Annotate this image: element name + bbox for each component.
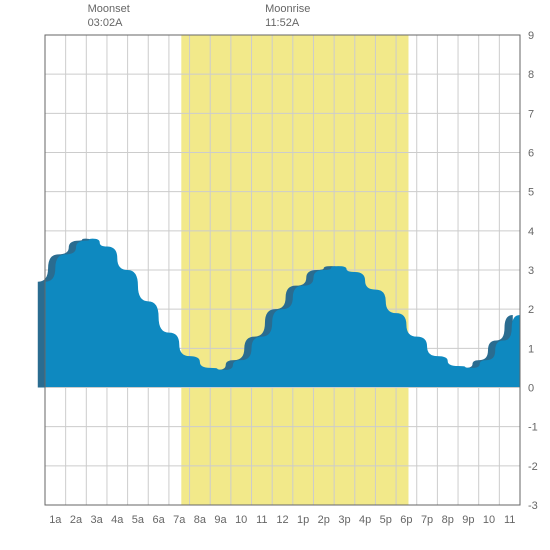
x-tick-label: 12: [276, 514, 288, 526]
y-tick-label: 5: [528, 187, 534, 199]
y-tick-label: 8: [528, 69, 534, 81]
moonset-time: 03:02A: [88, 16, 130, 30]
moonrise-label: Moonrise 11:52A: [265, 2, 310, 31]
x-tick-label: 4a: [111, 514, 124, 526]
moonset-title: Moonset: [88, 2, 130, 16]
x-tick-label: 2p: [318, 514, 330, 526]
chart-svg: -3-2-101234567891a2a3a4a5a6a7a8a9a101112…: [0, 0, 550, 550]
x-tick-label: 6a: [152, 514, 165, 526]
x-tick-label: 6p: [400, 514, 412, 526]
y-tick-label: 0: [528, 383, 534, 395]
x-tick-label: 10: [235, 514, 247, 526]
x-tick-label: 1p: [297, 514, 309, 526]
x-tick-label: 3a: [91, 514, 104, 526]
x-tick-label: 11: [504, 514, 515, 526]
x-tick-label: 5p: [380, 514, 392, 526]
y-tick-label: 7: [528, 108, 534, 120]
y-tick-label: 9: [528, 30, 534, 42]
x-tick-label: 7p: [421, 514, 433, 526]
x-tick-label: 5a: [132, 514, 145, 526]
x-tick-label: 1a: [49, 514, 62, 526]
moonrise-time: 11:52A: [265, 16, 310, 30]
y-tick-label: 1: [528, 343, 534, 355]
y-tick-label: -2: [528, 461, 538, 473]
y-tick-label: 4: [528, 226, 534, 238]
x-tick-label: 8a: [194, 514, 207, 526]
tide-chart: Moonset 03:02A Moonrise 11:52A -3-2-1012…: [0, 0, 550, 550]
y-tick-label: 3: [528, 265, 534, 277]
x-tick-label: 4p: [359, 514, 371, 526]
y-tick-label: 2: [528, 304, 534, 316]
x-tick-label: 8p: [442, 514, 454, 526]
x-tick-label: 7a: [173, 514, 186, 526]
y-tick-label: 6: [528, 148, 534, 160]
y-tick-label: -3: [528, 500, 538, 512]
x-tick-label: 9a: [214, 514, 227, 526]
x-tick-label: 9p: [462, 514, 474, 526]
y-tick-label: -1: [528, 422, 538, 434]
x-tick-label: 2a: [70, 514, 83, 526]
x-tick-label: 10: [483, 514, 495, 526]
moonset-label: Moonset 03:02A: [88, 2, 130, 31]
moonrise-title: Moonrise: [265, 2, 310, 16]
x-tick-label: 11: [256, 514, 267, 526]
x-tick-label: 3p: [338, 514, 350, 526]
